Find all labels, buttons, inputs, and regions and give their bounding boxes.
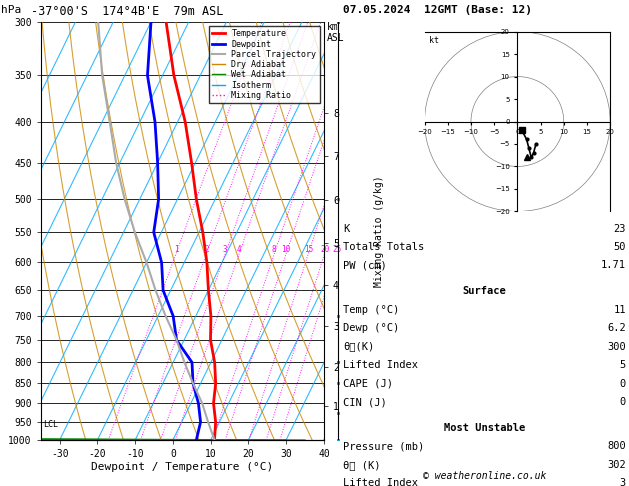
Text: LCL: LCL bbox=[43, 420, 58, 430]
Text: PW (cm): PW (cm) bbox=[343, 260, 387, 271]
Text: 10: 10 bbox=[282, 245, 291, 254]
Y-axis label: Mixing Ratio (g/kg): Mixing Ratio (g/kg) bbox=[374, 175, 384, 287]
Legend: Temperature, Dewpoint, Parcel Trajectory, Dry Adiabat, Wet Adiabat, Isotherm, Mi: Temperature, Dewpoint, Parcel Trajectory… bbox=[209, 26, 320, 103]
Text: 3: 3 bbox=[223, 245, 228, 254]
Text: CAPE (J): CAPE (J) bbox=[343, 379, 392, 389]
Text: 20: 20 bbox=[320, 245, 329, 254]
Text: © weatheronline.co.uk: © weatheronline.co.uk bbox=[423, 471, 546, 481]
Text: K: K bbox=[343, 224, 349, 234]
Text: 4: 4 bbox=[237, 245, 242, 254]
Text: Lifted Index: Lifted Index bbox=[343, 360, 418, 370]
Text: Most Unstable: Most Unstable bbox=[443, 423, 525, 433]
Text: 302: 302 bbox=[607, 460, 626, 470]
Text: kt: kt bbox=[429, 36, 439, 45]
Text: km
ASL: km ASL bbox=[327, 22, 345, 43]
Text: -37°00'S  174°4B'E  79m ASL: -37°00'S 174°4B'E 79m ASL bbox=[31, 5, 224, 18]
Text: 6.2: 6.2 bbox=[607, 323, 626, 333]
Text: 1: 1 bbox=[174, 245, 178, 254]
Text: 11: 11 bbox=[613, 305, 626, 315]
Text: 8: 8 bbox=[272, 245, 277, 254]
Text: 800: 800 bbox=[607, 441, 626, 451]
Text: 300: 300 bbox=[607, 342, 626, 352]
Text: 0: 0 bbox=[620, 397, 626, 407]
Text: 25: 25 bbox=[333, 245, 342, 254]
Text: 23: 23 bbox=[613, 224, 626, 234]
Text: 2: 2 bbox=[204, 245, 209, 254]
Text: 15: 15 bbox=[304, 245, 313, 254]
Text: 1.71: 1.71 bbox=[601, 260, 626, 271]
Text: Surface: Surface bbox=[462, 286, 506, 296]
Text: Pressure (mb): Pressure (mb) bbox=[343, 441, 424, 451]
Text: θᴄ(K): θᴄ(K) bbox=[343, 342, 374, 352]
Text: θᴄ (K): θᴄ (K) bbox=[343, 460, 381, 470]
Text: Totals Totals: Totals Totals bbox=[343, 242, 424, 252]
Text: 0: 0 bbox=[620, 379, 626, 389]
Text: Dewp (°C): Dewp (°C) bbox=[343, 323, 399, 333]
Text: Lifted Index: Lifted Index bbox=[343, 478, 418, 486]
Text: 3: 3 bbox=[620, 478, 626, 486]
Text: 5: 5 bbox=[620, 360, 626, 370]
Text: Temp (°C): Temp (°C) bbox=[343, 305, 399, 315]
Text: hPa: hPa bbox=[1, 5, 21, 15]
Text: CIN (J): CIN (J) bbox=[343, 397, 387, 407]
Text: 07.05.2024  12GMT (Base: 12): 07.05.2024 12GMT (Base: 12) bbox=[343, 5, 532, 15]
Text: 50: 50 bbox=[613, 242, 626, 252]
X-axis label: Dewpoint / Temperature (°C): Dewpoint / Temperature (°C) bbox=[91, 462, 274, 471]
